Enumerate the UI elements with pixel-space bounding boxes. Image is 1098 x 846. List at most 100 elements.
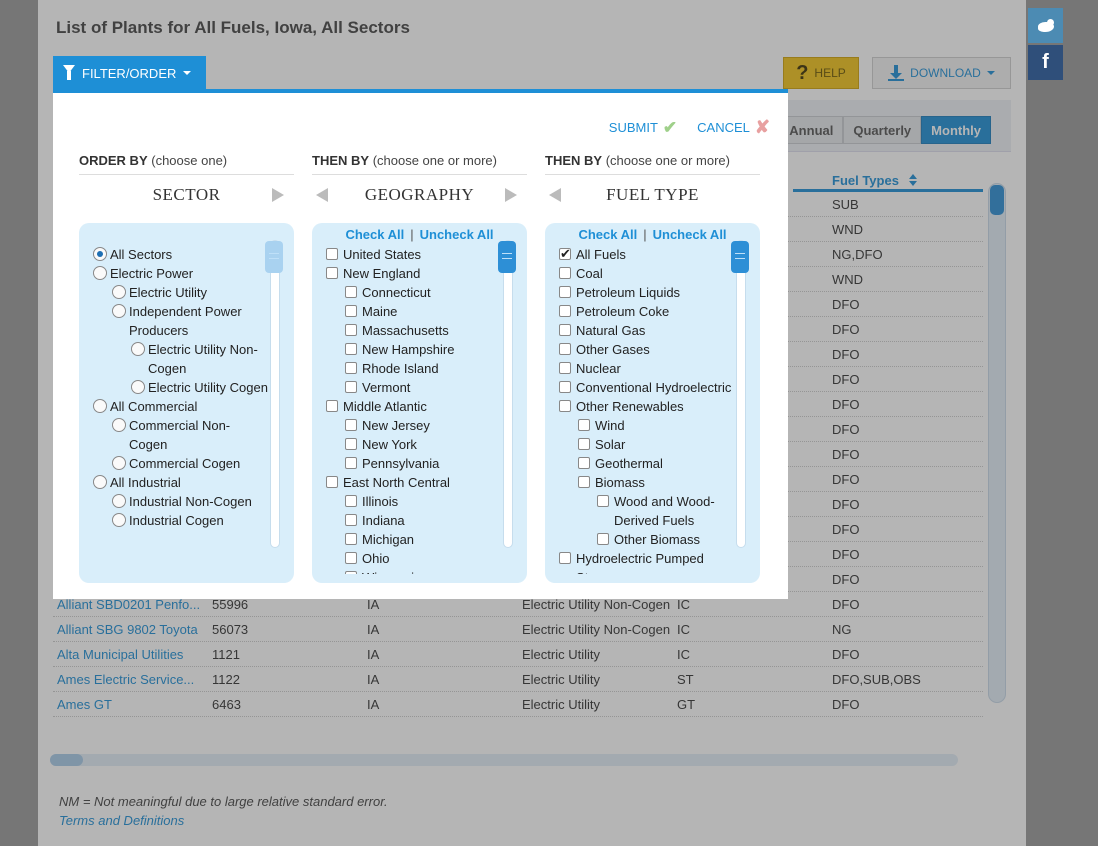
checkbox[interactable] <box>345 457 357 469</box>
checkbox[interactable] <box>345 362 357 374</box>
uncheck-all-link[interactable]: Uncheck All <box>419 227 494 242</box>
scroll-thumb[interactable] <box>50 754 83 766</box>
fuel-option[interactable]: Conventional Hydroelectric <box>559 378 734 397</box>
sector-option[interactable]: Commercial Non-Cogen <box>93 416 268 454</box>
fuel-option[interactable]: Other Renewables <box>559 397 734 416</box>
geography-scrollbar[interactable] <box>498 240 516 548</box>
geography-option[interactable]: Rhode Island <box>326 359 501 378</box>
geography-option[interactable]: East North Central <box>326 473 501 492</box>
geography-option[interactable]: Middle Atlantic <box>326 397 501 416</box>
sector-option[interactable]: All Commercial <box>93 397 268 416</box>
fuel-option[interactable]: Hydroelectric Pumped Storage <box>559 549 734 574</box>
frequency-monthly-button[interactable]: Monthly <box>921 116 991 144</box>
checkbox[interactable] <box>345 571 357 574</box>
sector-option[interactable]: Electric Utility <box>93 283 268 302</box>
fuel-option[interactable]: Other Gases <box>559 340 734 359</box>
geography-option[interactable]: Connecticut <box>326 283 501 302</box>
fuel-option[interactable]: Petroleum Coke <box>559 302 734 321</box>
checkbox[interactable] <box>326 476 338 488</box>
geography-option[interactable]: Pennsylvania <box>326 454 501 473</box>
sector-option[interactable]: Industrial Non-Cogen <box>93 492 268 511</box>
checkbox[interactable] <box>559 343 571 355</box>
radio-button[interactable] <box>112 494 126 508</box>
geography-option[interactable]: New Hampshire <box>326 340 501 359</box>
sector-option[interactable]: Commercial Cogen <box>93 454 268 473</box>
checkbox[interactable] <box>578 476 590 488</box>
checkbox[interactable] <box>559 324 571 336</box>
fuel-option[interactable]: All Fuels <box>559 245 734 264</box>
arrow-right-icon[interactable] <box>505 188 517 202</box>
fuel-option[interactable]: Wind <box>559 416 734 435</box>
checkbox[interactable] <box>345 552 357 564</box>
geography-option[interactable]: New Jersey <box>326 416 501 435</box>
checkbox[interactable] <box>559 362 571 374</box>
geography-option[interactable]: New England <box>326 264 501 283</box>
radio-button[interactable] <box>112 456 126 470</box>
download-button[interactable]: DOWNLOAD <box>872 57 1011 89</box>
table-horizontal-scrollbar[interactable] <box>50 754 958 766</box>
geography-option[interactable]: Illinois <box>326 492 501 511</box>
scroll-thumb[interactable] <box>731 241 749 273</box>
radio-button[interactable] <box>112 418 126 432</box>
geography-option[interactable]: Indiana <box>326 511 501 530</box>
checkbox[interactable] <box>597 533 609 545</box>
radio-button[interactable] <box>93 475 107 489</box>
geography-option[interactable]: Vermont <box>326 378 501 397</box>
sector-scrollbar[interactable] <box>265 240 283 548</box>
fuel-option[interactable]: Other Biomass <box>559 530 734 549</box>
checkbox[interactable] <box>326 400 338 412</box>
sector-option[interactable]: All Sectors <box>93 245 268 264</box>
checkbox[interactable] <box>326 248 338 260</box>
checkbox[interactable] <box>345 343 357 355</box>
scroll-thumb[interactable] <box>265 241 283 273</box>
twitter-button[interactable] <box>1028 8 1063 43</box>
sort-icon[interactable] <box>909 174 917 186</box>
radio-button[interactable] <box>112 513 126 527</box>
checkbox[interactable] <box>345 381 357 393</box>
checkbox[interactable] <box>345 533 357 545</box>
sector-option[interactable]: Independent Power Producers <box>93 302 268 340</box>
terms-link[interactable]: Terms and Definitions <box>59 813 185 828</box>
checkbox[interactable] <box>597 495 609 507</box>
checkbox[interactable] <box>559 286 571 298</box>
sector-option[interactable]: Electric Utility Non-Cogen <box>93 340 268 378</box>
checkbox[interactable] <box>559 305 571 317</box>
filter-order-tab[interactable]: FILTER/ORDER <box>53 56 206 90</box>
scroll-thumb[interactable] <box>498 241 516 273</box>
radio-button[interactable] <box>93 266 107 280</box>
fuel-type-scrollbar[interactable] <box>731 240 749 548</box>
arrow-left-icon[interactable] <box>316 188 328 202</box>
checkbox[interactable] <box>345 514 357 526</box>
fuel-option[interactable]: Nuclear <box>559 359 734 378</box>
radio-button[interactable] <box>112 285 126 299</box>
checkbox[interactable] <box>559 245 571 263</box>
fuel-option[interactable]: Geothermal <box>559 454 734 473</box>
fuel-option[interactable]: Solar <box>559 435 734 454</box>
checkbox[interactable] <box>559 400 571 412</box>
scroll-thumb[interactable] <box>990 185 1004 215</box>
geography-option[interactable]: Ohio <box>326 549 501 568</box>
radio-button[interactable] <box>93 247 107 261</box>
checkbox[interactable] <box>345 419 357 431</box>
fuel-option[interactable]: Wood and Wood-Derived Fuels <box>559 492 734 530</box>
radio-button[interactable] <box>131 380 145 394</box>
fuel-option[interactable]: Petroleum Liquids <box>559 283 734 302</box>
geography-option[interactable]: Wisconsin <box>326 568 501 574</box>
checkbox[interactable] <box>559 267 571 279</box>
geography-option[interactable]: Maine <box>326 302 501 321</box>
checkbox[interactable] <box>559 381 571 393</box>
help-button[interactable]: ? HELP <box>783 57 859 89</box>
uncheck-all-link[interactable]: Uncheck All <box>652 227 727 242</box>
frequency-quarterly-button[interactable]: Quarterly <box>843 116 922 144</box>
fuel-option[interactable]: Natural Gas <box>559 321 734 340</box>
radio-button[interactable] <box>112 304 126 318</box>
geography-option[interactable]: Michigan <box>326 530 501 549</box>
table-vertical-scrollbar[interactable] <box>988 183 1006 703</box>
fuel-option[interactable]: Coal <box>559 264 734 283</box>
sector-option[interactable]: Industrial Cogen <box>93 511 268 530</box>
geography-option[interactable]: United States <box>326 245 501 264</box>
check-all-link[interactable]: Check All <box>345 227 405 242</box>
checkbox[interactable] <box>559 552 571 564</box>
checkbox[interactable] <box>326 267 338 279</box>
submit-button[interactable]: SUBMIT ✔ <box>609 117 677 138</box>
